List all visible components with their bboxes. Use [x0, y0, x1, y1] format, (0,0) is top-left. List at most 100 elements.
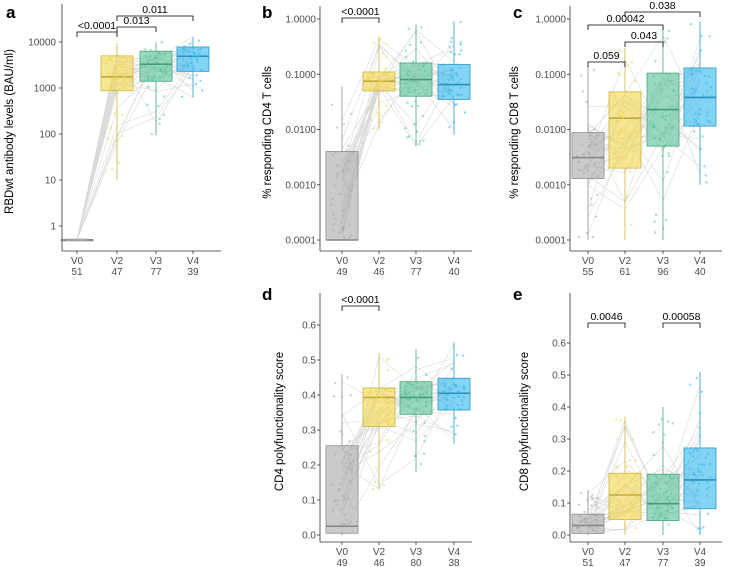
data-point: [380, 81, 383, 85]
data-point: [450, 68, 453, 71]
data-point: [199, 47, 202, 51]
data-point: [341, 447, 345, 451]
data-point: [692, 130, 696, 133]
data-point: [689, 124, 692, 128]
subject-line: [76, 59, 194, 240]
data-point: [667, 523, 670, 526]
data-point: [147, 85, 150, 89]
data-point: [706, 119, 710, 123]
data-point: [385, 438, 389, 442]
data-point: [699, 108, 702, 112]
data-point: [692, 455, 695, 458]
data-point: [117, 69, 120, 72]
data-point: [693, 118, 696, 121]
data-point: [698, 426, 701, 429]
data-point: [455, 72, 458, 75]
y-tick-label: 0.3: [302, 426, 316, 437]
data-point: [412, 60, 415, 63]
y-axis-title: CD8 polyfunctionality score: [519, 352, 531, 491]
data-point: [445, 393, 449, 396]
x-tick-label: V2: [619, 256, 632, 267]
data-point: [189, 57, 192, 60]
data-point: [185, 61, 188, 64]
data-point: [630, 223, 633, 226]
data-point: [663, 145, 666, 149]
data-point: [652, 453, 655, 457]
data-point: [630, 515, 633, 518]
data-point: [161, 70, 164, 74]
data-point: [107, 89, 111, 92]
data-point: [413, 412, 416, 415]
data-point: [332, 223, 335, 226]
x-tick-label: V2: [619, 547, 632, 558]
data-point: [331, 197, 334, 201]
data-point: [633, 79, 637, 83]
x-tick-label: V4: [694, 547, 707, 558]
y-tick-label: 0.5: [552, 371, 566, 382]
data-point: [350, 238, 353, 241]
data-point: [626, 124, 630, 127]
data-point: [378, 415, 381, 418]
data-point: [373, 42, 376, 45]
y-tick-label: 0.5: [302, 356, 316, 367]
data-point: [580, 492, 583, 495]
data-point: [126, 57, 129, 60]
data-point: [624, 483, 627, 486]
p-value-label: 0.013: [123, 15, 149, 27]
bracket-line: [116, 26, 157, 32]
data-point: [442, 72, 445, 75]
data-point: [581, 519, 584, 522]
data-point: [336, 503, 339, 506]
data-point: [157, 104, 160, 108]
data-point: [384, 66, 388, 70]
data-point: [331, 153, 335, 157]
data-point: [383, 69, 386, 73]
data-point: [653, 512, 656, 515]
data-point: [416, 356, 420, 360]
data-point: [341, 170, 344, 174]
data-point: [332, 395, 336, 398]
data-point: [407, 88, 410, 92]
data-point: [187, 50, 190, 54]
data-point: [387, 71, 391, 74]
data-point: [333, 499, 337, 502]
data-point: [448, 92, 451, 95]
data-point: [655, 499, 658, 502]
data-point: [628, 481, 631, 484]
data-point: [623, 134, 626, 138]
data-point: [450, 89, 453, 93]
y-axis-title: CD4 polyfunctionality score: [274, 352, 286, 491]
data-point: [377, 80, 380, 83]
data-point: [341, 209, 344, 213]
data-point: [192, 47, 195, 50]
data-point: [654, 59, 657, 63]
subject-line: [587, 71, 701, 203]
data-point: [580, 143, 583, 146]
data-point: [458, 53, 461, 56]
data-point: [585, 517, 589, 520]
box-V2: [362, 353, 396, 491]
subject-line: [341, 386, 455, 449]
data-point: [699, 470, 703, 474]
data-point: [661, 441, 664, 445]
x-tick-n: 47: [619, 558, 631, 567]
data-point: [617, 112, 620, 116]
data-point: [159, 69, 162, 73]
subject-line: [76, 36, 194, 240]
box-iqr: [437, 64, 471, 100]
data-point: [585, 231, 588, 235]
data-point: [461, 354, 465, 357]
data-point: [663, 40, 666, 43]
data-point: [662, 493, 666, 496]
subject-line: [341, 385, 455, 481]
data-point: [694, 120, 698, 123]
y-tick-label: 1000: [34, 84, 57, 95]
data-point: [346, 376, 349, 379]
data-point: [373, 87, 377, 90]
data-point: [616, 515, 619, 519]
x-tick-n: 77: [657, 558, 669, 567]
bracket-line: [587, 322, 626, 328]
data-point: [184, 48, 187, 51]
p-value-label: 0.038: [649, 0, 675, 12]
data-point: [697, 463, 701, 466]
